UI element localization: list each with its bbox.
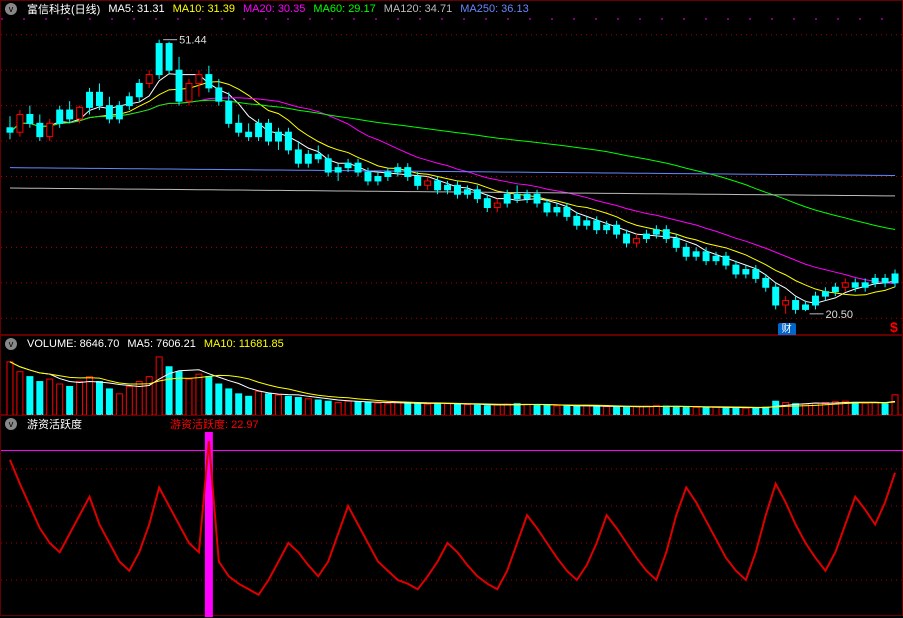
vol-ma10-label: MA10: 11681.85	[204, 338, 284, 350]
collapse-icon[interactable]: v	[5, 418, 17, 430]
ma10-label: MA10: 31.39	[173, 3, 235, 15]
ma60-label: MA60: 29.17	[313, 3, 375, 15]
indicator-header: v 游资活跃度 游资活跃度: 22.97	[1, 416, 902, 432]
volume-panel[interactable]: v VOLUME: 8646.70 MA5: 7606.21 MA10: 116…	[0, 335, 903, 415]
ma250-label: MA250: 36.13	[460, 3, 529, 15]
indicator-chart[interactable]	[1, 432, 902, 615]
svg-text:20.50: 20.50	[826, 309, 854, 321]
svg-text:51.44: 51.44	[179, 35, 207, 47]
ma5-label: MA5: 31.31	[108, 3, 164, 15]
stock-title: 富信科技(日线)	[27, 1, 100, 17]
indicator-panel[interactable]: v 游资活跃度 游资活跃度: 22.97	[0, 415, 903, 616]
ma20-label: MA20: 30.35	[243, 3, 305, 15]
indicator-title: 游资活跃度	[27, 416, 82, 432]
candlestick-panel[interactable]: v 富信科技(日线) MA5: 31.31 MA10: 31.39 MA20: …	[0, 0, 903, 335]
ma120-label: MA120: 34.71	[384, 3, 453, 15]
svg-text:$: $	[890, 319, 898, 335]
candlestick-chart[interactable]: 51.4420.50财$	[1, 17, 902, 334]
indicator-value: 游资活跃度: 22.97	[170, 416, 259, 432]
volume-label: VOLUME: 8646.70	[27, 338, 119, 350]
candlestick-header: v 富信科技(日线) MA5: 31.31 MA10: 31.39 MA20: …	[1, 1, 902, 17]
volume-header: v VOLUME: 8646.70 MA5: 7606.21 MA10: 116…	[1, 336, 902, 352]
collapse-icon[interactable]: v	[5, 338, 17, 350]
collapse-icon[interactable]: v	[5, 3, 17, 15]
vol-ma5-label: MA5: 7606.21	[127, 338, 196, 350]
volume-chart[interactable]	[1, 352, 902, 414]
